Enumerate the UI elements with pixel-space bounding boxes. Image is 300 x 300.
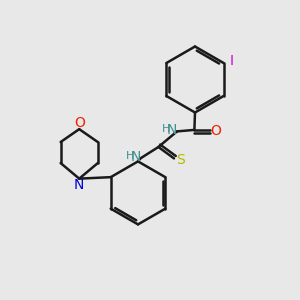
Text: S: S	[176, 153, 185, 167]
Text: O: O	[211, 124, 221, 138]
Text: N: N	[74, 178, 84, 192]
Text: O: O	[74, 116, 85, 130]
Text: H: H	[162, 124, 171, 134]
Text: I: I	[230, 54, 234, 68]
Text: N: N	[167, 123, 177, 137]
Text: H: H	[126, 151, 134, 161]
Text: N: N	[130, 150, 141, 164]
